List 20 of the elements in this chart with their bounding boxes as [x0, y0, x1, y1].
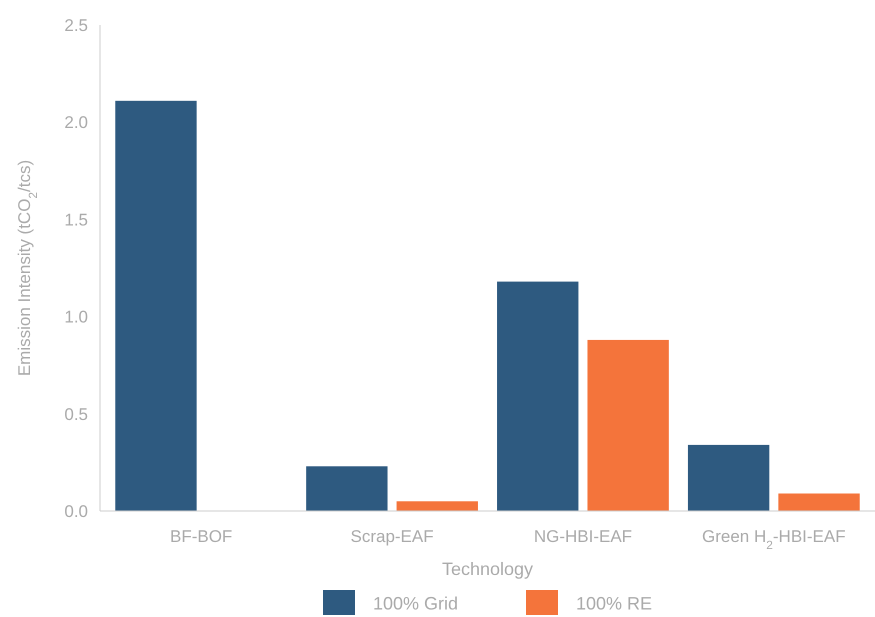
x-tick-label: BF-BOF	[170, 527, 232, 546]
legend-label: 100% Grid	[373, 593, 458, 614]
legend-label: 100% RE	[576, 593, 652, 614]
bar	[115, 100, 197, 511]
y-tick-label: 1.0	[64, 308, 88, 327]
y-tick-label: 0.5	[64, 404, 88, 424]
bar	[587, 340, 669, 511]
y-tick-label: 2.5	[64, 16, 88, 35]
x-axis-title: Technology	[442, 559, 534, 579]
y-tick-label: 0.0	[64, 502, 88, 521]
bar	[688, 444, 770, 511]
x-tick-label: Scrap-EAF	[350, 527, 434, 546]
bar	[497, 282, 578, 511]
bar	[306, 466, 388, 511]
y-tick-label: 1.5	[64, 210, 88, 230]
bar	[778, 494, 860, 511]
y-tick-label: 2.0	[64, 113, 88, 132]
x-tick-label: NG-HBI-EAF	[534, 527, 632, 546]
bar	[396, 501, 478, 511]
x-tick-label: Green H$_{2}$-HBI-EAF	[702, 527, 846, 552]
